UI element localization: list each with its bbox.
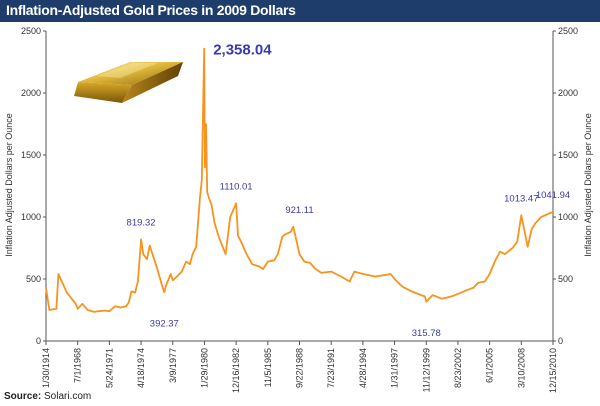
y-tick-label-left: 2000 (21, 88, 41, 98)
series-line (45, 47, 554, 313)
x-tick-label: 6/1/2005 (485, 348, 495, 383)
x-tick-label: 11/12/1999 (421, 348, 431, 392)
y-tick-label-right: 2000 (558, 88, 578, 98)
x-ticks: 1/30/1914 7/1/1968 5/24/1971 4/18/1974 3/9/1… (41, 341, 558, 393)
x-tick-label: 11/5/1985 (263, 348, 273, 387)
y-tick-label-left: 500 (26, 274, 41, 284)
x-tick-label: 3/9/1977 (168, 348, 178, 383)
x-tick-label: 7/1/1968 (73, 348, 83, 383)
value-annotation: 392.37 (150, 318, 179, 329)
value-annotation: 921.11 (285, 205, 313, 216)
annotations: 2,358.04 819.32 392.37 1110.01 921.11 315.78 1… (127, 42, 571, 339)
y-tick-label-left: 1000 (21, 212, 41, 222)
x-tick-label: 12/16/1982 (231, 348, 241, 393)
x-tick-label: 8/23/2002 (453, 348, 463, 388)
chart-title: Inflation-Adjusted Gold Prices in 2009 D… (6, 2, 296, 18)
gold-bar-icon (74, 62, 183, 103)
y-ticks-left: 0 500 1000 1500 2000 2500 (21, 26, 46, 346)
title-bar: Inflation-Adjusted Gold Prices in 2009 D… (0, 0, 600, 22)
value-annotation: 315.78 (412, 328, 441, 339)
value-annotation: 1013.47 (504, 193, 538, 204)
source-label: Source: (4, 391, 42, 402)
y-tick-label-left: 0 (36, 336, 41, 346)
y-axis-title-right: Inflation Adjusted Dollars per Ounce (583, 113, 593, 257)
x-tick-label: 3/10/2008 (516, 348, 526, 388)
x-tick-label: 1/29/1980 (199, 348, 209, 388)
y-tick-label-right: 2500 (558, 26, 578, 36)
y-tick-label-right: 1500 (558, 150, 578, 160)
source-credit: Source: Solari.com (4, 391, 91, 402)
peak-annotation: 2,358.04 (213, 42, 272, 59)
y-tick-label-right: 0 (558, 336, 563, 346)
value-annotation: 1041.94 (536, 190, 570, 201)
value-annotation: 819.32 (127, 217, 156, 228)
x-tick-label: 7/23/1991 (326, 348, 336, 388)
value-annotation: 1110.01 (220, 181, 253, 192)
source-value: Solari.com (44, 391, 92, 402)
x-tick-label: 4/18/1974 (136, 348, 146, 388)
x-tick-label: 1/31/1997 (390, 348, 400, 388)
y-axis-title-left: Inflation Adjusted Dollars per Ounce (4, 113, 14, 257)
y-ticks-right: 0 500 1000 1500 2000 2500 (553, 26, 578, 346)
x-tick-label: 12/15/2010 (548, 348, 558, 393)
x-tick-label: 1/30/1914 (41, 348, 51, 388)
y-tick-label-left: 2500 (21, 26, 41, 36)
y-tick-label-left: 1500 (21, 150, 41, 160)
x-tick-label: 5/24/1971 (104, 348, 114, 388)
x-tick-label: 9/22/1988 (295, 348, 305, 388)
y-tick-label-right: 1000 (558, 212, 578, 222)
y-tick-label-right: 500 (558, 274, 573, 284)
x-tick-label: 4/28/1994 (358, 348, 368, 388)
